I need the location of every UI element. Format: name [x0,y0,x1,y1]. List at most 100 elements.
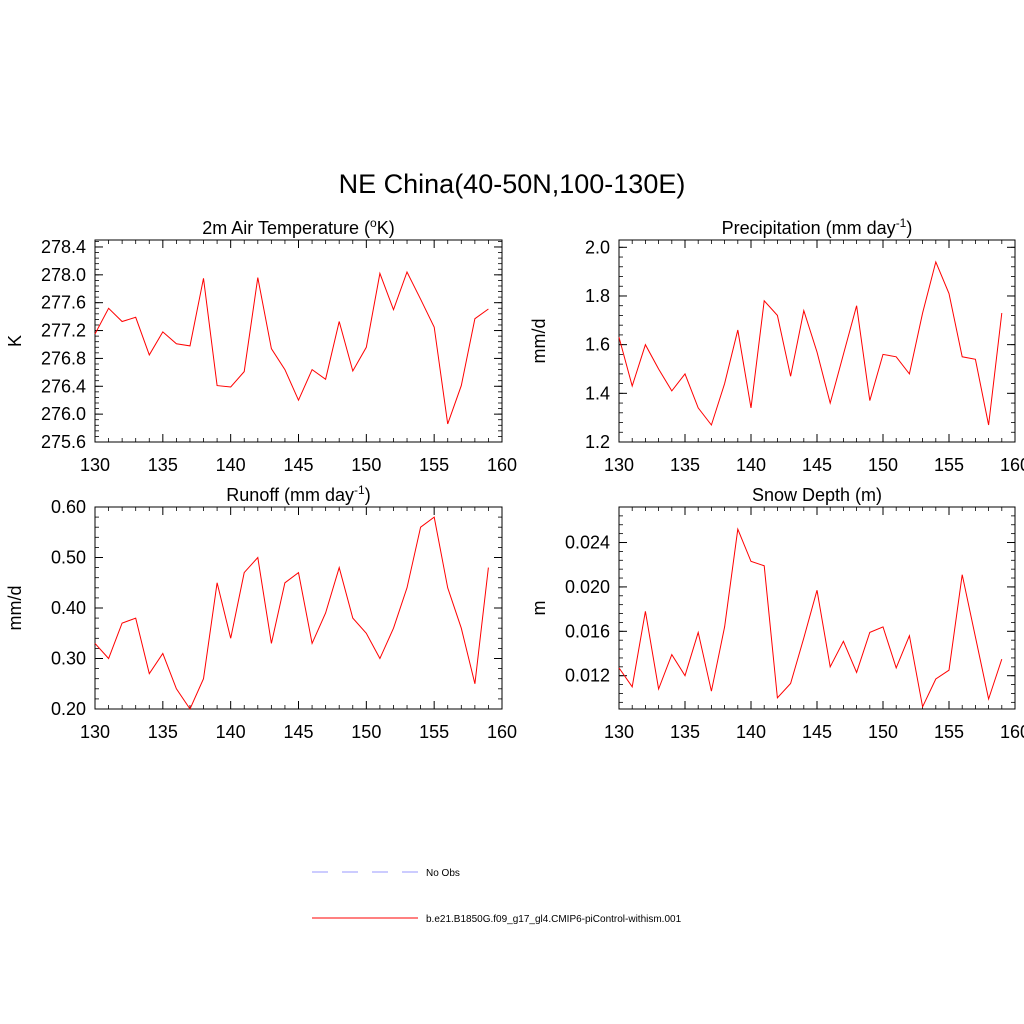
data-point [338,566,341,569]
data-point [987,698,990,701]
panel-temperature: 2m Air Temperature (oK) K 130 135 140 145 150 1… [5,216,517,475]
data-point [974,635,977,638]
x-tick-label: 150 [868,722,898,742]
series-line [94,516,489,711]
data-point [684,674,687,677]
data-point [392,627,395,630]
data-point [816,350,819,353]
data-point [202,677,205,680]
x-tick-label: 155 [934,722,964,742]
data-point [351,369,354,372]
data-point [763,564,766,567]
data-point [446,422,449,425]
data-point [776,696,779,699]
data-point [882,353,885,356]
x-tick-label: 130 [80,455,110,475]
data-point [107,307,110,310]
data-point [882,625,885,628]
y-tick-label: 1.8 [585,286,610,306]
data-point [776,314,779,317]
data-point [618,666,621,669]
data-point [487,566,490,569]
data-point [750,560,753,563]
x-tick-label: 150 [351,722,381,742]
data-point [736,528,739,531]
data-point [324,378,327,381]
plot-frame [618,239,1016,443]
data-point [134,316,137,319]
data-point [631,385,634,388]
data-point [148,672,151,675]
panels-group: 2m Air Temperature (oK) K 130 135 140 145 150 1… [5,216,1024,742]
x-tick-label: 135 [670,455,700,475]
data-point [921,705,924,708]
data-point [270,347,273,350]
x-tick-label: 160 [1000,455,1024,475]
y-tick-label: 278.0 [41,265,86,285]
data-point [297,571,300,574]
data-point [657,367,660,370]
data-point [351,617,354,620]
data-point [842,353,845,356]
data-point [94,333,97,336]
x-tick-label: 130 [80,722,110,742]
y-tick-label: 1.4 [585,383,610,403]
data-point [868,399,871,402]
data-point [161,652,164,655]
legend-entry: No Obs [312,868,460,879]
data-point [121,320,124,323]
data-point [802,309,805,312]
y-tick-label: 275.6 [41,432,86,452]
data-point [723,625,726,628]
data-point [723,382,726,385]
x-tick-label: 145 [283,722,313,742]
y-tick-label: 0.020 [565,577,610,597]
data-point [987,423,990,426]
x-tick-label: 155 [934,455,964,475]
data-point [750,406,753,409]
panel-title-suffix: K) [377,218,395,238]
data-point [433,516,436,519]
y-tick-label: 0.012 [565,666,610,686]
data-point [473,682,476,685]
data-point [473,317,476,320]
data-point [802,636,805,639]
data-point [311,368,314,371]
data-point [216,581,219,584]
data-point [94,642,97,645]
data-point [283,368,286,371]
x-tick-label: 140 [216,722,246,742]
x-tick-label: 160 [487,722,517,742]
panel-title-superscript: -1 [896,216,907,230]
data-point [974,358,977,361]
panel-runoff: Runoff (mm day-1) mm/d 130 135 140 145 150 155 1… [5,483,517,742]
data-point [670,389,673,392]
data-point [338,320,341,323]
panel-title-main: Precipitation (mm day [722,218,896,238]
data-point [487,307,490,310]
y-tick-label: 1.6 [585,335,610,355]
panel-title: 2m Air Temperature (oK) [202,216,394,238]
data-point [961,355,964,358]
y-tick-label: 1.2 [585,432,610,452]
data-point [188,708,191,711]
panel-precipitation: Precipitation (mm day-1) mm/d 130 135 140 145… [529,216,1024,475]
panel-title-main: Runoff (mm day [226,485,354,505]
data-point [618,336,621,339]
y-tick-label: 0.016 [565,621,610,641]
data-point [175,342,178,345]
y-tick-label: 276.0 [41,404,86,424]
x-tick-label: 145 [802,722,832,742]
data-point [670,653,673,656]
series-line [618,260,1003,427]
x-tick-label: 130 [604,722,634,742]
panel-title-main: 2m Air Temperature ( [202,218,370,238]
y-tick-label: 2.0 [585,237,610,257]
data-point [855,671,858,674]
x-tick-label: 135 [148,722,178,742]
y-tick-label: 278.4 [41,237,86,257]
x-tick-label: 150 [868,455,898,475]
data-point [460,627,463,630]
legend-label: No Obs [426,868,460,879]
panel-title: Precipitation (mm day-1) [722,216,913,238]
